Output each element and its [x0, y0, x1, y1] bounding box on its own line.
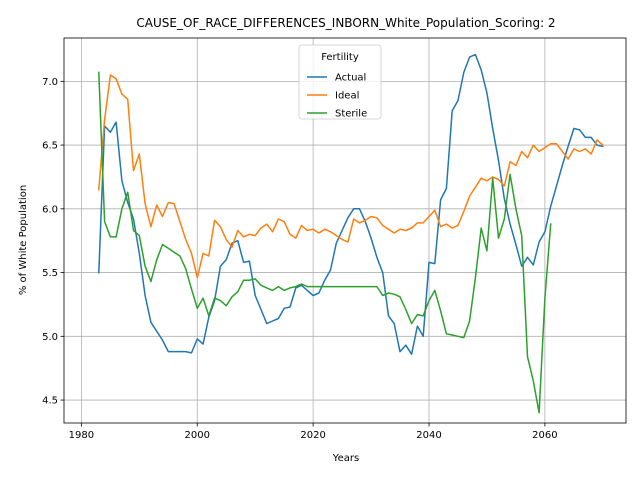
legend-label-actual: Actual — [335, 73, 366, 84]
chart-title: CAUSE_OF_RACE_DIFFERENCES_INBORN_White_P… — [136, 16, 555, 30]
legend-box — [298, 44, 382, 120]
x-tick-label: 1980 — [69, 430, 94, 441]
y-tick-label: 7.0 — [42, 77, 58, 88]
x-tick-label: 2040 — [416, 430, 441, 441]
series-line-ideal — [97, 74, 604, 279]
x-axis-label: Years — [332, 453, 359, 464]
x-tick-label: 2020 — [300, 430, 325, 441]
series-line-sterile — [98, 71, 552, 414]
plot-frame — [63, 37, 627, 424]
legend-title: Fertility — [321, 52, 359, 63]
x-tick-label: 2000 — [185, 430, 210, 441]
legend-label-sterile: Sterile — [335, 109, 367, 120]
legend: Fertility Actual Ideal Sterile — [298, 44, 382, 120]
legend-label-ideal: Ideal — [335, 91, 359, 102]
y-tick-label: 6.5 — [42, 141, 58, 152]
y-tick-label: 6.0 — [42, 204, 58, 215]
series-lines — [97, 53, 604, 414]
y-tick-label: 5.5 — [42, 268, 58, 279]
x-tick-label: 2060 — [532, 430, 557, 441]
series-line-actual — [98, 53, 604, 355]
x-axis-ticks: 1980 2000 2020 2040 2060 — [69, 423, 558, 441]
y-tick-label: 5.0 — [42, 332, 58, 343]
y-axis-label: % of White Population — [18, 185, 29, 295]
y-axis-ticks: 4.5 5.0 5.5 6.0 6.5 7.0 — [42, 77, 64, 407]
y-tick-label: 4.5 — [42, 396, 58, 407]
